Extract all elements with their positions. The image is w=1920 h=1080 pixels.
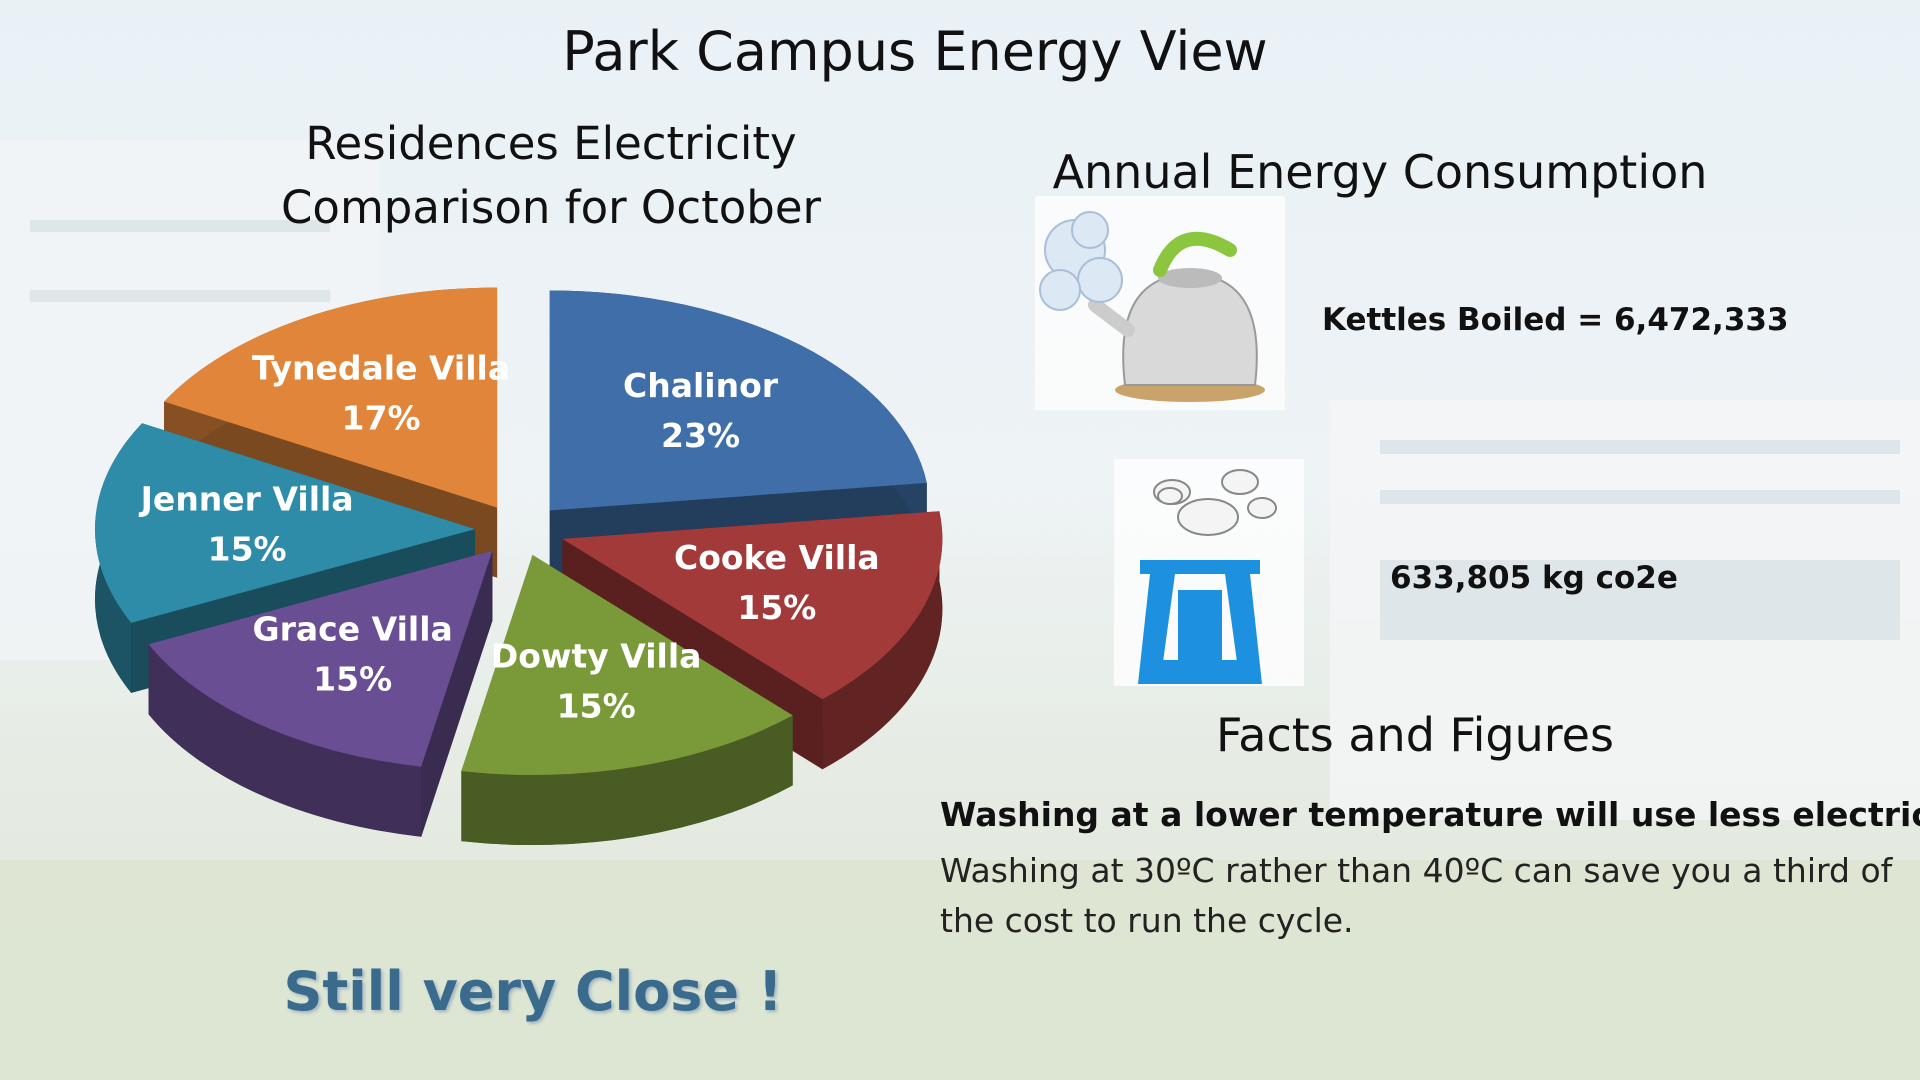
pie-slice	[461, 555, 793, 776]
lawn	[0, 860, 1920, 1080]
co2-stat: 633,805 kg co2e	[1390, 560, 1678, 596]
page-title: Park Campus Energy View	[562, 20, 1268, 83]
slice-value-label: 15%	[557, 686, 636, 725]
slice-value-label: 15%	[208, 530, 287, 569]
co2-icon	[1153, 469, 1277, 536]
slice-value-label: 23%	[661, 416, 740, 455]
chart-title: Residences Electricity Comparison for Oc…	[281, 117, 821, 234]
slice-label: Chalinor	[623, 366, 779, 405]
pie-slice	[95, 423, 476, 623]
slice-rim	[822, 511, 943, 770]
annotation: Still very Close !	[283, 960, 783, 1023]
slice-rim	[461, 715, 793, 846]
energy-heading: Annual Energy Consumption	[1052, 145, 1708, 199]
facts-highlight: Washing at a lower temperature will use …	[940, 795, 1920, 834]
slice-label: Jenner Villa	[139, 480, 354, 519]
windows	[30, 220, 1900, 640]
pie-slice	[164, 287, 498, 508]
slice-label: Tynedale Villa	[252, 348, 510, 387]
slice-label: Dowty Villa	[491, 636, 702, 675]
slice-value-label: 17%	[342, 398, 421, 437]
slice-rim	[148, 644, 422, 837]
pie-slice	[562, 511, 943, 700]
facts-text: Washing at 30ºC rather than 40ºC can sav…	[940, 851, 1893, 940]
slice-label: Cooke Villa	[674, 538, 880, 577]
slice-value-label: 15%	[313, 659, 392, 698]
slice-value-label: 15%	[737, 588, 816, 627]
kettle-icon	[1039, 211, 1265, 402]
slice-label: Grace Villa	[253, 609, 453, 648]
facts-heading: Facts and Figures	[1216, 708, 1614, 762]
pie-slice	[549, 290, 927, 511]
mine-tower-icon	[1138, 560, 1262, 684]
kettles-stat: Kettles Boiled = 6,472,333	[1322, 302, 1789, 338]
pie-slice	[148, 550, 493, 767]
